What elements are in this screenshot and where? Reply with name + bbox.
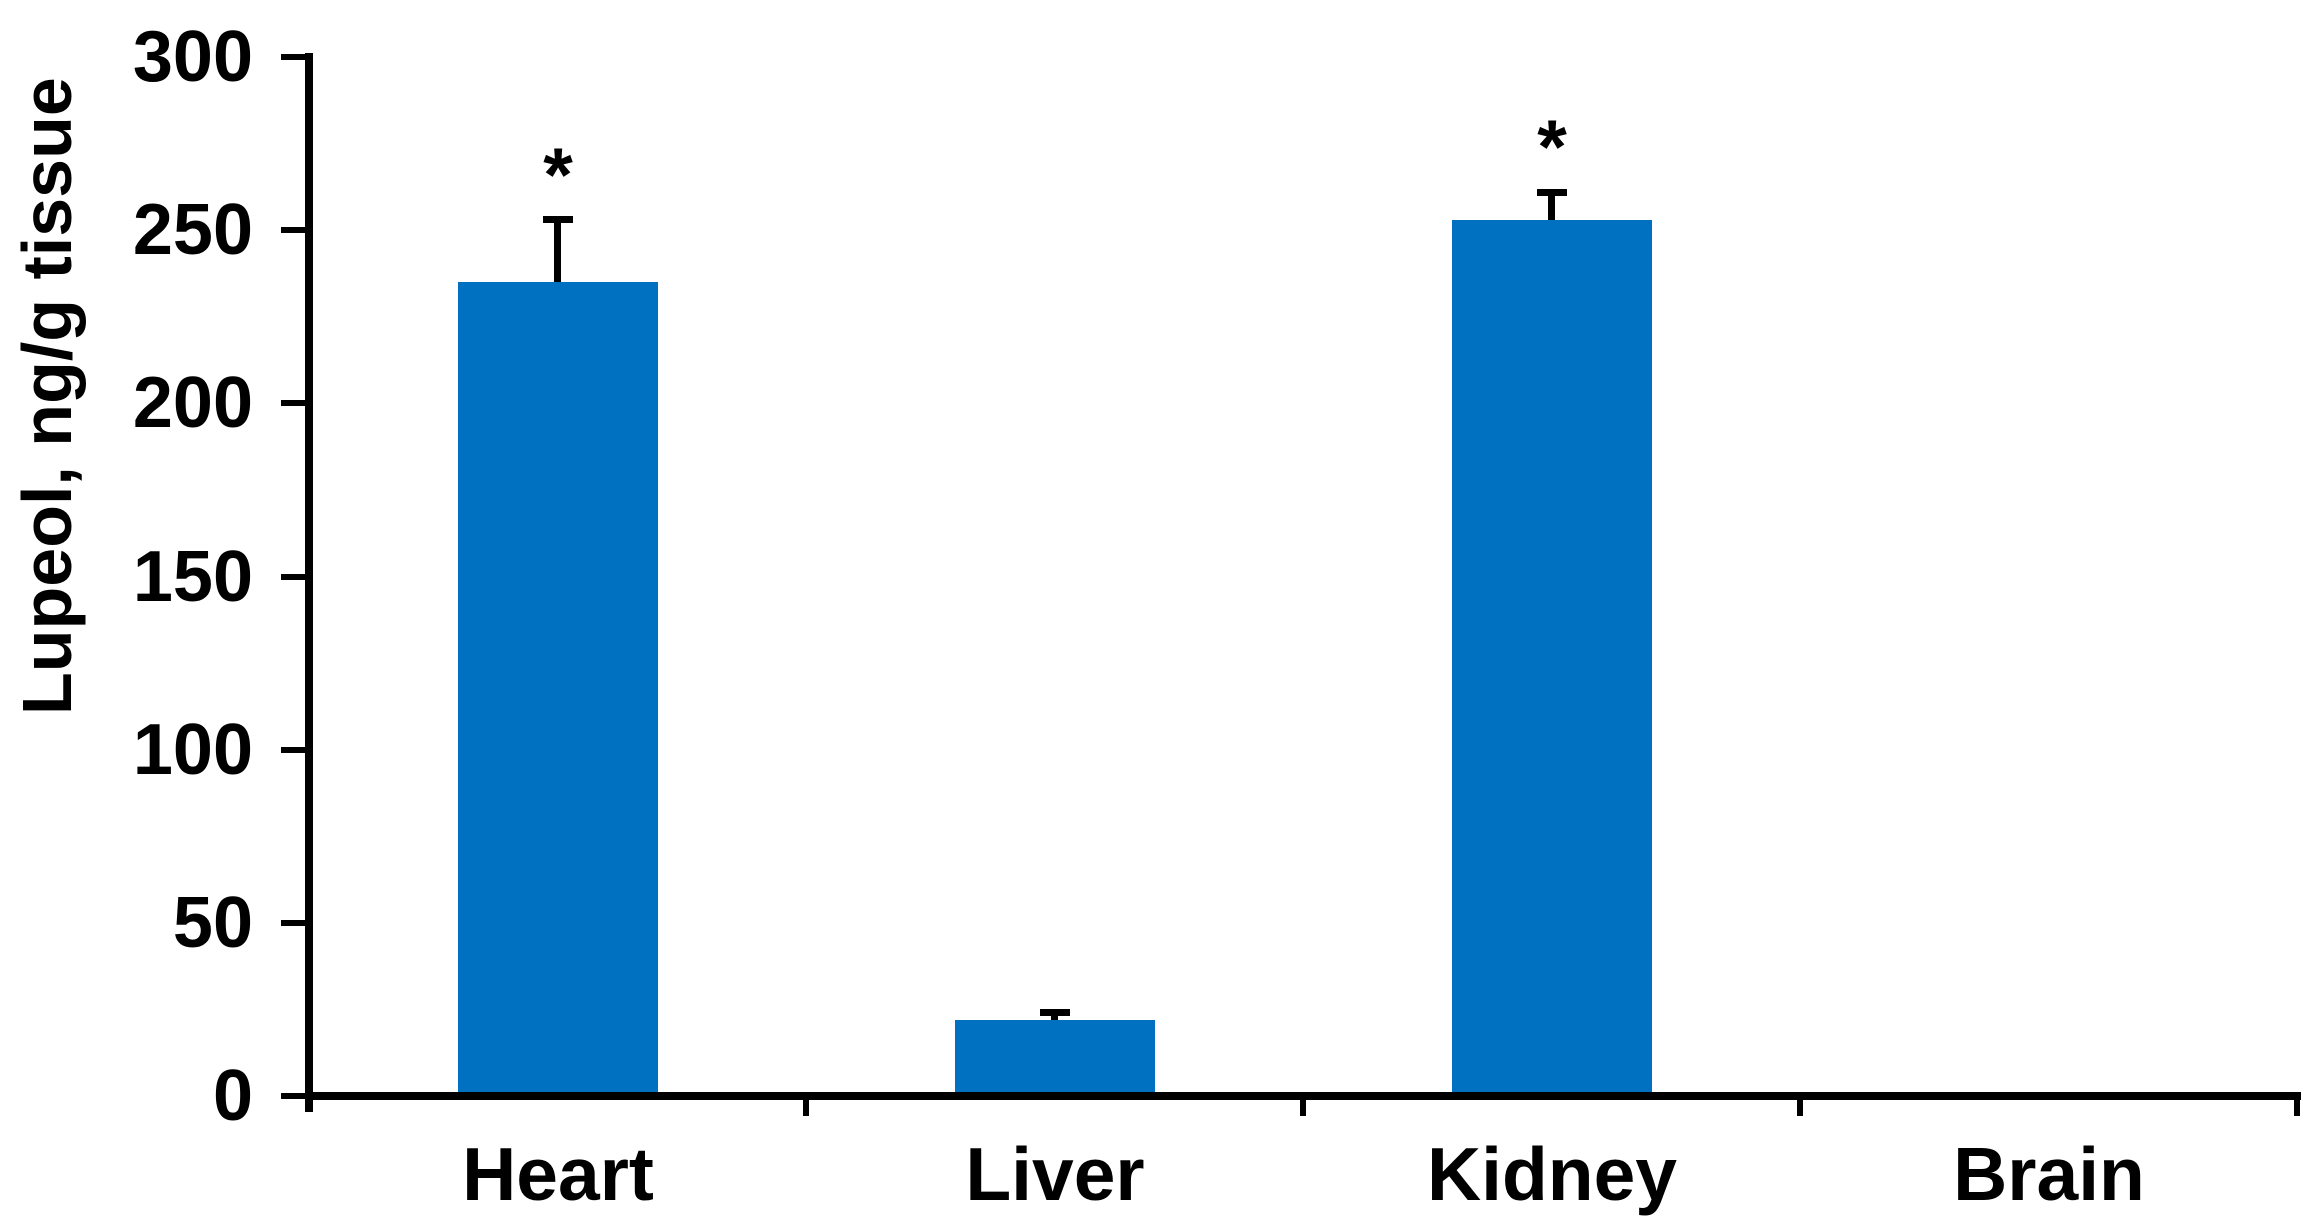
- significance-star: *: [543, 133, 573, 218]
- x-tick: [803, 1096, 809, 1116]
- y-axis-line: [305, 53, 313, 1112]
- y-tick-label: 250: [132, 190, 253, 270]
- y-tick-label: 0: [212, 1056, 253, 1136]
- category-label: Heart: [462, 1132, 654, 1216]
- category-label: Kidney: [1426, 1132, 1678, 1216]
- y-tick: [281, 574, 305, 580]
- error-bar-cap: [543, 216, 573, 223]
- category-label: Brain: [1953, 1132, 2145, 1216]
- x-tick: [2294, 1096, 2300, 1116]
- category-label: Liver: [965, 1132, 1145, 1216]
- error-bar-line: [554, 220, 561, 282]
- y-tick: [281, 1093, 305, 1099]
- x-tick: [1797, 1096, 1803, 1116]
- y-tick: [281, 747, 305, 753]
- error-bar-cap: [1040, 1009, 1070, 1016]
- y-tick-label: 300: [132, 17, 253, 97]
- error-bar-line: [1051, 1013, 1058, 1020]
- y-tick: [281, 227, 305, 233]
- significance-star: *: [1537, 105, 1567, 190]
- y-tick: [281, 920, 305, 926]
- bar: [955, 1020, 1155, 1096]
- y-tick-label: 200: [132, 363, 253, 443]
- bar: [458, 282, 658, 1096]
- x-tick: [1300, 1096, 1306, 1116]
- y-tick-label: 50: [172, 883, 253, 963]
- error-bar-line: [1548, 192, 1555, 220]
- y-tick: [281, 54, 305, 60]
- bar: [1452, 220, 1652, 1096]
- y-tick-label: 100: [132, 710, 253, 790]
- y-tick-label: 150: [132, 537, 253, 617]
- y-tick: [281, 400, 305, 406]
- error-bar-cap: [1537, 189, 1567, 196]
